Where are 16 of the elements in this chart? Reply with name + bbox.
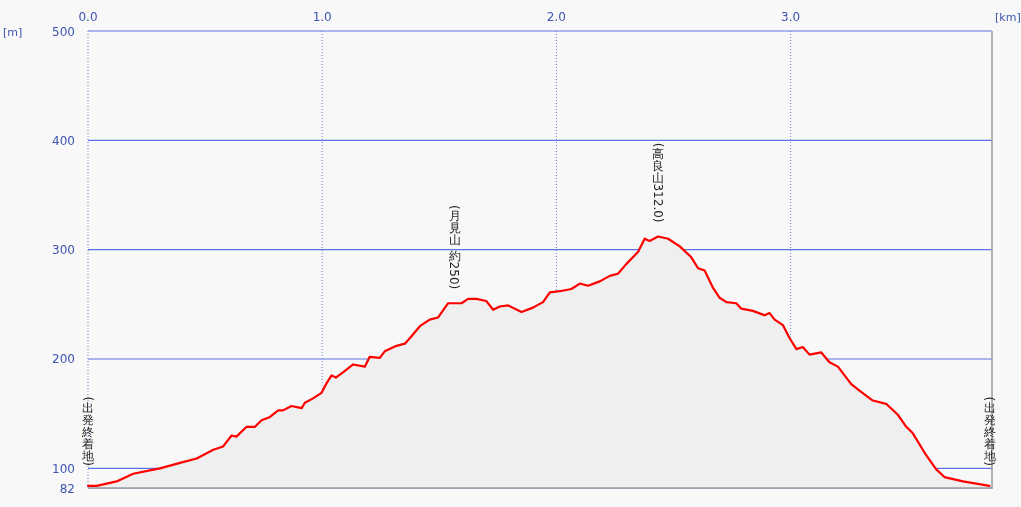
x-tick-label: 0.0	[78, 10, 98, 24]
y-tick-label: 100	[52, 461, 75, 476]
y-tick-label: 200	[52, 352, 75, 367]
x-tick-label: 3.0	[781, 10, 801, 24]
annotation: (月見山 約250)	[447, 205, 462, 290]
annotation: (出発終着地)	[80, 396, 95, 466]
y-tick-label: 82	[59, 481, 75, 496]
annotation: (高良山312.0)	[650, 142, 665, 223]
y-tick-label: 400	[52, 133, 75, 148]
y-tick-label: 300	[52, 243, 75, 258]
x-tick-label: 2.0	[546, 10, 566, 24]
y-tick-label: 500	[52, 24, 75, 39]
y-axis-title: [m]	[3, 26, 23, 39]
x-axis-title: [km]	[995, 11, 1021, 24]
x-tick-label: 1.0	[312, 10, 332, 24]
annotation: (出発終着地)	[982, 396, 997, 466]
